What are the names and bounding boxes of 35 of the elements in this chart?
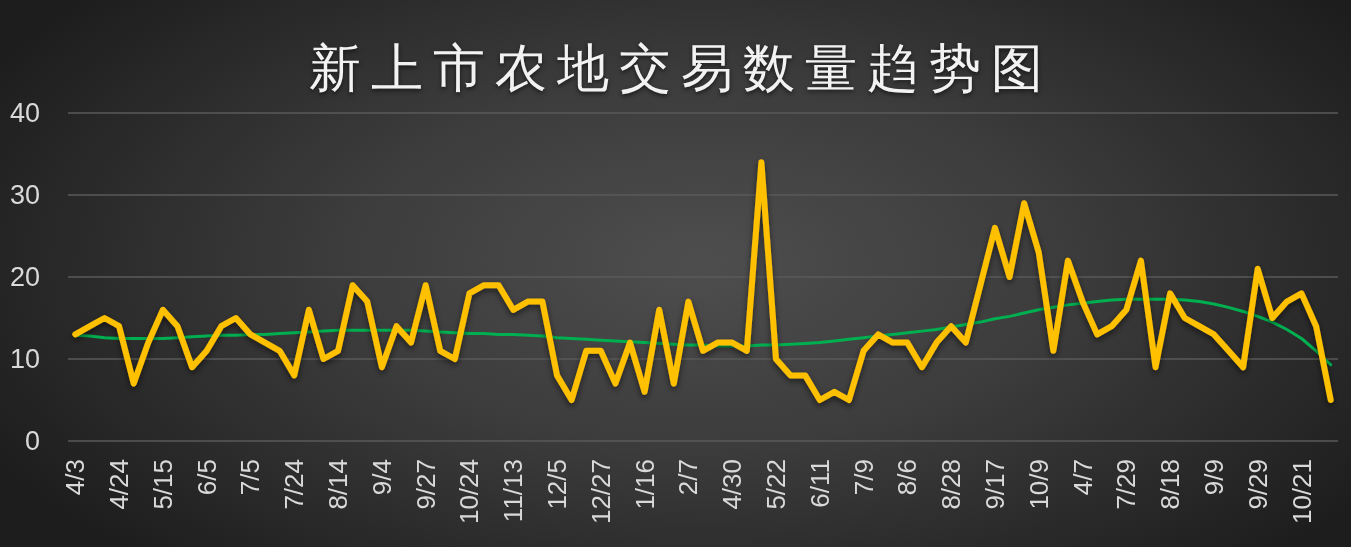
x-tick-label: 9/27 bbox=[410, 459, 441, 510]
x-tick-label: 5/22 bbox=[760, 459, 791, 510]
x-tick-label: 12/27 bbox=[585, 459, 616, 525]
y-tick-label: 20 bbox=[9, 262, 40, 292]
x-tick-label: 7/5 bbox=[235, 459, 266, 496]
x-tick-label: 9/17 bbox=[979, 459, 1010, 510]
x-tick-label: 10/21 bbox=[1286, 459, 1317, 525]
x-tick-label: 7/29 bbox=[1111, 459, 1142, 510]
x-tick-label: 6/11 bbox=[804, 459, 835, 508]
x-tick-label: 4/24 bbox=[104, 459, 135, 510]
x-tick-label: 11/13 bbox=[498, 459, 529, 523]
x-tick-label: 1/16 bbox=[629, 459, 660, 510]
x-tick-label: 2/7 bbox=[673, 459, 704, 496]
y-tick-label: 0 bbox=[24, 426, 40, 456]
x-tick-label: 9/29 bbox=[1242, 459, 1273, 510]
x-tick-label: 4/7 bbox=[1067, 459, 1098, 496]
y-tick-label: 40 bbox=[9, 98, 40, 128]
x-tick-label: 7/9 bbox=[848, 459, 879, 496]
y-tick-label: 10 bbox=[9, 344, 40, 374]
x-tick-label: 10/9 bbox=[1023, 459, 1054, 510]
x-tick-label: 7/24 bbox=[279, 459, 310, 510]
x-tick-label: 4/30 bbox=[717, 459, 748, 510]
x-tick-label: 9/4 bbox=[366, 459, 397, 496]
x-tick-label: 8/14 bbox=[323, 459, 354, 510]
x-tick-label: 12/5 bbox=[542, 459, 573, 510]
x-tick-label: 8/28 bbox=[936, 459, 967, 510]
x-tick-label: 10/24 bbox=[454, 459, 485, 525]
x-tick-label: 8/18 bbox=[1155, 459, 1186, 510]
x-tick-label: 8/6 bbox=[892, 459, 923, 496]
x-tick-label: 9/9 bbox=[1198, 459, 1229, 496]
x-tick-label: 4/3 bbox=[60, 459, 91, 496]
x-tick-label: 6/5 bbox=[191, 459, 222, 496]
x-tick-label: 5/15 bbox=[147, 459, 178, 510]
y-tick-label: 30 bbox=[9, 180, 40, 210]
chart-title: 新上市农地交易数量趋势图 bbox=[308, 38, 1053, 98]
